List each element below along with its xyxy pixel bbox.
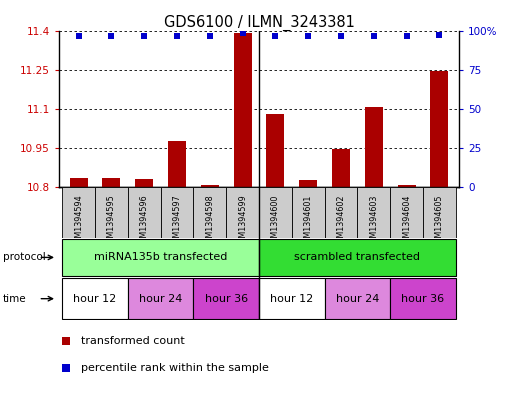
Text: hour 12: hour 12 [270, 294, 313, 304]
Bar [365, 107, 383, 187]
Bar [430, 71, 448, 187]
Point [74, 33, 83, 39]
Point [173, 33, 181, 39]
Bar [325, 278, 390, 320]
Text: GSM1394596: GSM1394596 [140, 194, 149, 248]
Text: GSM1394601: GSM1394601 [304, 194, 313, 248]
Bar [332, 149, 350, 187]
Text: miRNA135b transfected: miRNA135b transfected [94, 252, 227, 263]
Point [140, 33, 148, 39]
Text: hour 36: hour 36 [402, 294, 445, 304]
Title: GDS6100 / ILMN_3243381: GDS6100 / ILMN_3243381 [164, 15, 354, 31]
Text: percentile rank within the sample: percentile rank within the sample [81, 363, 269, 373]
Bar [62, 239, 259, 276]
Bar [193, 187, 226, 238]
Bar [95, 187, 128, 238]
Bar [135, 180, 153, 187]
Point [62, 338, 70, 344]
Bar [423, 187, 456, 238]
Bar [226, 187, 259, 238]
Text: hour 36: hour 36 [205, 294, 248, 304]
Bar [103, 178, 121, 187]
Point [62, 365, 70, 371]
Text: GSM1394598: GSM1394598 [205, 194, 214, 248]
Bar [233, 33, 252, 187]
Bar [168, 141, 186, 187]
Text: protocol: protocol [3, 252, 45, 263]
Point [436, 31, 444, 38]
Bar [259, 187, 292, 238]
Text: GSM1394595: GSM1394595 [107, 194, 116, 248]
Point [107, 33, 115, 39]
Bar [390, 278, 456, 320]
Bar [390, 187, 423, 238]
Point [206, 33, 214, 39]
Text: hour 12: hour 12 [73, 294, 116, 304]
Bar [201, 185, 219, 187]
Text: GSM1394602: GSM1394602 [337, 194, 346, 248]
Bar [161, 187, 193, 238]
Text: hour 24: hour 24 [139, 294, 182, 304]
Text: GSM1394597: GSM1394597 [172, 194, 182, 248]
Bar [259, 239, 456, 276]
Point [370, 33, 378, 39]
Text: GSM1394603: GSM1394603 [369, 194, 379, 248]
Bar [128, 278, 193, 320]
Bar [325, 187, 358, 238]
Point [403, 33, 411, 39]
Text: scrambled transfected: scrambled transfected [294, 252, 421, 263]
Text: GSM1394594: GSM1394594 [74, 194, 83, 248]
Text: transformed count: transformed count [81, 336, 185, 346]
Bar [62, 187, 95, 238]
Point [271, 33, 280, 39]
Text: GSM1394599: GSM1394599 [238, 194, 247, 248]
Bar [292, 187, 325, 238]
Bar [259, 278, 325, 320]
Point [337, 33, 345, 39]
Bar [193, 278, 259, 320]
Bar [398, 185, 416, 187]
Text: hour 24: hour 24 [336, 294, 379, 304]
Bar [266, 114, 285, 187]
Text: time: time [3, 294, 26, 304]
Text: GSM1394604: GSM1394604 [402, 194, 411, 248]
Bar [128, 187, 161, 238]
Bar [70, 178, 88, 187]
Point [304, 33, 312, 39]
Bar [299, 180, 317, 187]
Bar [62, 278, 128, 320]
Bar [358, 187, 390, 238]
Point [239, 30, 247, 36]
Text: GSM1394605: GSM1394605 [435, 194, 444, 248]
Text: GSM1394600: GSM1394600 [271, 194, 280, 248]
